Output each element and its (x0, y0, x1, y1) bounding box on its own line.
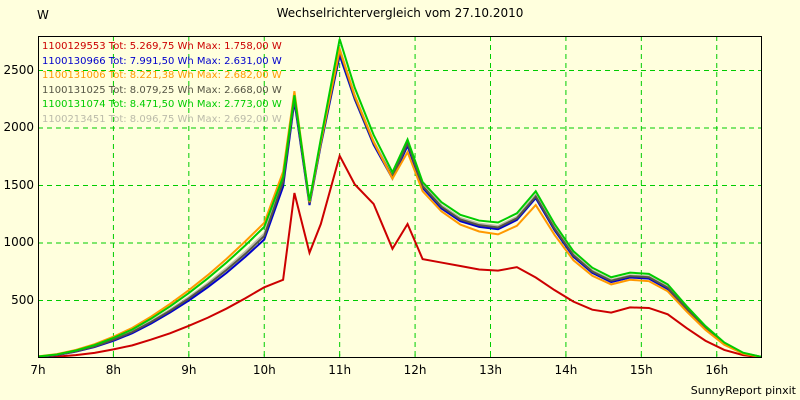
chart-legend: 1100129553 Tot: 5.269,75 Wh Max: 1.758,0… (42, 40, 282, 127)
y-axis-tick-label: 2000 (3, 120, 34, 134)
x-axis-tick-label: 7h (30, 363, 46, 377)
y-axis-tick-label: 500 (11, 292, 34, 307)
legend-item: 1100131006 Tot: 8.221,38 Wh Max: 2.682,0… (42, 70, 282, 81)
y-axis-tick-label: 1500 (3, 177, 34, 192)
x-axis-tick-label: 10h (252, 363, 276, 377)
x-axis-tick-label: 15h (629, 363, 653, 377)
x-axis-tick-label: 13h (479, 363, 502, 377)
footer-credit: SunnyReport pinxit (690, 384, 796, 397)
x-axis-tick-label: 8h (105, 363, 122, 377)
x-axis-tick-label: 12h (403, 363, 427, 377)
legend-item: 1100213451 Tot: 8.096,75 Wh Max: 2.692,0… (42, 113, 282, 125)
series-line-1100129553 (38, 153, 762, 358)
legend-item: 1100130966 Tot: 7.991,50 Wh Max: 2.631,0… (42, 55, 282, 67)
legend-item: 1100131025 Tot: 8.079,25 Wh Max: 2.668,0… (42, 84, 282, 96)
x-axis-tick-label: 14h (554, 363, 578, 377)
y-axis-tick-label: 2500 (3, 62, 34, 77)
legend-item: 1100129553 Tot: 5.269,75 Wh Max: 1.758,0… (42, 41, 282, 52)
legend-item: 1100131074 Tot: 8.471,50 Wh Max: 2.773,0… (42, 99, 282, 110)
chart-title: Wechselrichtervergleich vom 27.10.2010 (276, 6, 524, 20)
series-line-1100131074 (38, 38, 762, 358)
series-line-1100131006 (38, 45, 762, 358)
x-axis-tick-label: 16h (705, 363, 729, 377)
chart-canvas (38, 36, 762, 358)
x-axis-tick-label: 11h (328, 363, 352, 377)
y-axis-unit-label: W (37, 8, 49, 22)
y-axis-tick-label: 1000 (3, 235, 34, 249)
x-axis-tick-label: 9h (181, 363, 197, 377)
